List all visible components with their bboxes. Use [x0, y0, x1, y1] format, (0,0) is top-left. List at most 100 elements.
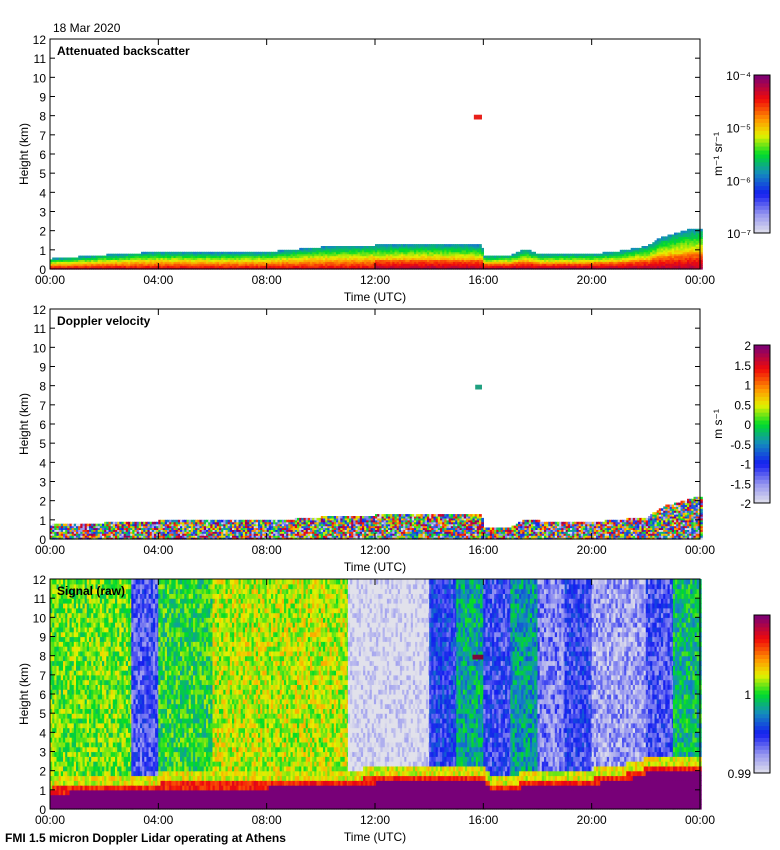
heatmap-cell: [346, 259, 350, 262]
heatmap-cell: [110, 261, 114, 264]
heatmap-cell: [232, 261, 235, 264]
heatmap-cell: [156, 261, 159, 264]
heatmap-cell: [91, 257, 94, 260]
heatmap-cell: [325, 253, 328, 257]
heatmap-cell: [349, 263, 352, 266]
heatmap-cell: [273, 265, 276, 268]
heatmap-cell: [136, 253, 140, 257]
heatmap-cell: [242, 265, 246, 268]
heatmap-cell: [427, 267, 430, 270]
heatmap-cell: [394, 247, 398, 251]
heatmap-cell: [401, 251, 404, 255]
heatmap-cell: [437, 244, 441, 247]
heatmap-cell: [149, 255, 153, 259]
heatmap-cell: [344, 257, 348, 260]
heatmap-cell: [154, 255, 157, 259]
heatmap-cell: [162, 261, 166, 264]
heatmap-cell: [310, 265, 313, 268]
heatmap-cell: [164, 263, 168, 266]
heatmap-cell: [277, 261, 281, 264]
heatmap-cell: [316, 257, 320, 260]
heatmap-cell: [110, 263, 114, 266]
heatmap-cell: [424, 259, 428, 262]
heatmap-cell: [444, 251, 448, 255]
heatmap-cell: [377, 265, 380, 268]
heatmap-cell: [67, 261, 71, 264]
heatmap-cell: [435, 261, 439, 264]
heatmap-cell: [117, 267, 120, 270]
heatmap-cell: [455, 244, 458, 247]
heatmap-cell: [437, 267, 441, 270]
heatmap-cell: [164, 257, 168, 260]
heatmap-cell: [444, 244, 448, 247]
heatmap-cell: [383, 251, 387, 255]
heatmap-cell: [357, 263, 361, 266]
heatmap-cell: [63, 259, 66, 262]
heatmap-cell: [401, 244, 404, 247]
heatmap-cell: [290, 261, 294, 264]
heatmap-cell: [232, 255, 235, 259]
heatmap-cell: [357, 257, 361, 260]
heatmap-cell: [377, 261, 380, 264]
heatmap-cell: [294, 257, 298, 260]
heatmap-cell: [73, 265, 77, 268]
heatmap-cell: [180, 265, 183, 268]
heatmap-cell: [80, 261, 84, 264]
heatmap-cell: [301, 267, 305, 270]
heatmap-cell: [119, 267, 123, 270]
heatmap-cell: [171, 263, 175, 266]
heatmap-cell: [355, 249, 359, 253]
heatmap-cell: [459, 261, 463, 264]
heatmap-cell: [450, 259, 454, 262]
heatmap-cell: [279, 265, 283, 268]
heatmap-cell: [115, 257, 118, 260]
heatmap-cell: [91, 255, 94, 259]
heatmap-cell: [121, 255, 125, 259]
heatmap-cell: [286, 253, 289, 257]
heatmap-cell: [459, 267, 463, 270]
heatmap-cell: [71, 267, 75, 270]
heatmap-cell: [115, 255, 118, 259]
heatmap-cell: [455, 263, 458, 266]
heatmap-cell: [201, 257, 205, 260]
heatmap-cell: [340, 265, 344, 268]
heatmap-cell: [411, 246, 415, 249]
heatmap-cell: [450, 263, 454, 266]
heatmap-cell: [349, 251, 352, 255]
heatmap-cell: [314, 267, 318, 270]
heatmap-cell: [154, 259, 157, 262]
heatmap-cell: [186, 259, 190, 262]
heatmap-cell: [201, 251, 205, 255]
heatmap-cell: [190, 255, 194, 259]
heatmap-cell: [208, 259, 211, 262]
heatmap-cell: [130, 257, 133, 260]
heatmap-cell: [69, 257, 73, 260]
heatmap-cell: [327, 246, 331, 249]
heatmap-cell: [359, 253, 363, 257]
heatmap-cell: [327, 267, 331, 270]
heatmap-cell: [186, 253, 190, 257]
heatmap-cell: [247, 253, 250, 257]
heatmap-cell: [234, 253, 237, 257]
heatmap-cell: [396, 261, 400, 264]
heatmap-cell: [385, 263, 389, 266]
heatmap-cell: [104, 267, 107, 270]
heatmap-cell: [435, 255, 439, 259]
heatmap-cell: [422, 249, 426, 253]
heatmap-cell: [162, 263, 166, 266]
heatmap-cell: [78, 257, 81, 260]
heatmap-cell: [214, 255, 218, 259]
heatmap-cell: [409, 249, 413, 253]
heatmap-cell: [262, 267, 266, 270]
heatmap-cell: [325, 265, 328, 268]
heatmap-cell: [388, 257, 391, 260]
heatmap-cell: [160, 253, 164, 257]
heatmap-cell: [164, 253, 168, 257]
heatmap-cell: [223, 255, 227, 259]
heatmap-cell: [457, 257, 461, 260]
heatmap-cell: [390, 257, 393, 260]
heatmap-cell: [251, 255, 255, 259]
heatmap-cell: [221, 257, 224, 260]
heatmap-cell: [268, 255, 272, 259]
heatmap-cell: [362, 267, 365, 270]
